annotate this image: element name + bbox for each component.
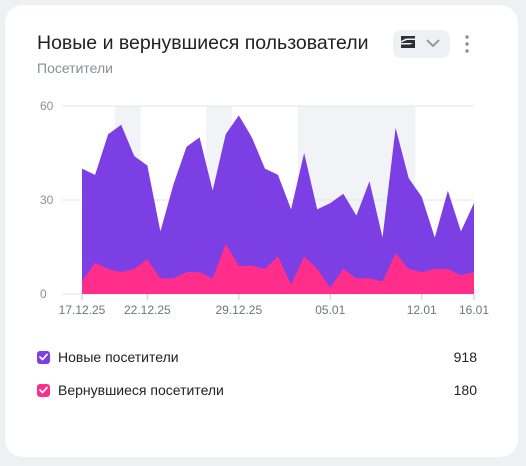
legend-item-new[interactable]: Новые посетители 918 bbox=[37, 346, 477, 368]
series-areas bbox=[82, 115, 474, 295]
legend-total: 918 bbox=[453, 349, 477, 365]
chart-type-button[interactable] bbox=[393, 30, 450, 58]
widget-subtitle: Посетители bbox=[37, 60, 113, 76]
widget-title: Новые и вернувшиеся пользователи bbox=[37, 32, 369, 54]
checkbox-checked-icon[interactable] bbox=[37, 383, 50, 397]
x-tick-label: 16.01 bbox=[459, 303, 489, 317]
legend-label: Новые посетители bbox=[58, 349, 179, 365]
y-tick-label: 60 bbox=[40, 99, 54, 113]
x-tick-label: 17.12.25 bbox=[59, 303, 106, 317]
area-chart: 0 30 60 17.12.25 22.12.25 29.12.25 05.01 12.01… bbox=[40, 99, 489, 317]
series-area bbox=[82, 115, 474, 295]
y-tick-label: 30 bbox=[40, 193, 54, 207]
chevron-down-icon bbox=[426, 35, 440, 53]
more-vertical-icon bbox=[459, 35, 475, 61]
x-tick-label: 22.12.25 bbox=[124, 303, 171, 317]
x-tick-label: 05.01 bbox=[315, 303, 345, 317]
x-axis-ticks: 17.12.25 22.12.25 29.12.25 05.01 12.01 16.01 bbox=[59, 294, 489, 317]
x-tick-label: 29.12.25 bbox=[215, 303, 262, 317]
series-area bbox=[82, 243, 474, 294]
legend-label: Вернувшиеся посетители bbox=[58, 382, 224, 398]
y-tick-label: 0 bbox=[40, 287, 47, 301]
y-axis-ticks: 0 30 60 bbox=[40, 99, 54, 301]
more-menu-button[interactable] bbox=[459, 31, 475, 57]
legend-item-returning[interactable]: Вернувшиеся посетители 180 bbox=[37, 379, 477, 401]
x-tick-label: 12.01 bbox=[407, 303, 437, 317]
legend-total: 180 bbox=[453, 382, 477, 398]
stacked-area-icon bbox=[400, 35, 416, 54]
checkbox-checked-icon[interactable] bbox=[37, 350, 50, 364]
